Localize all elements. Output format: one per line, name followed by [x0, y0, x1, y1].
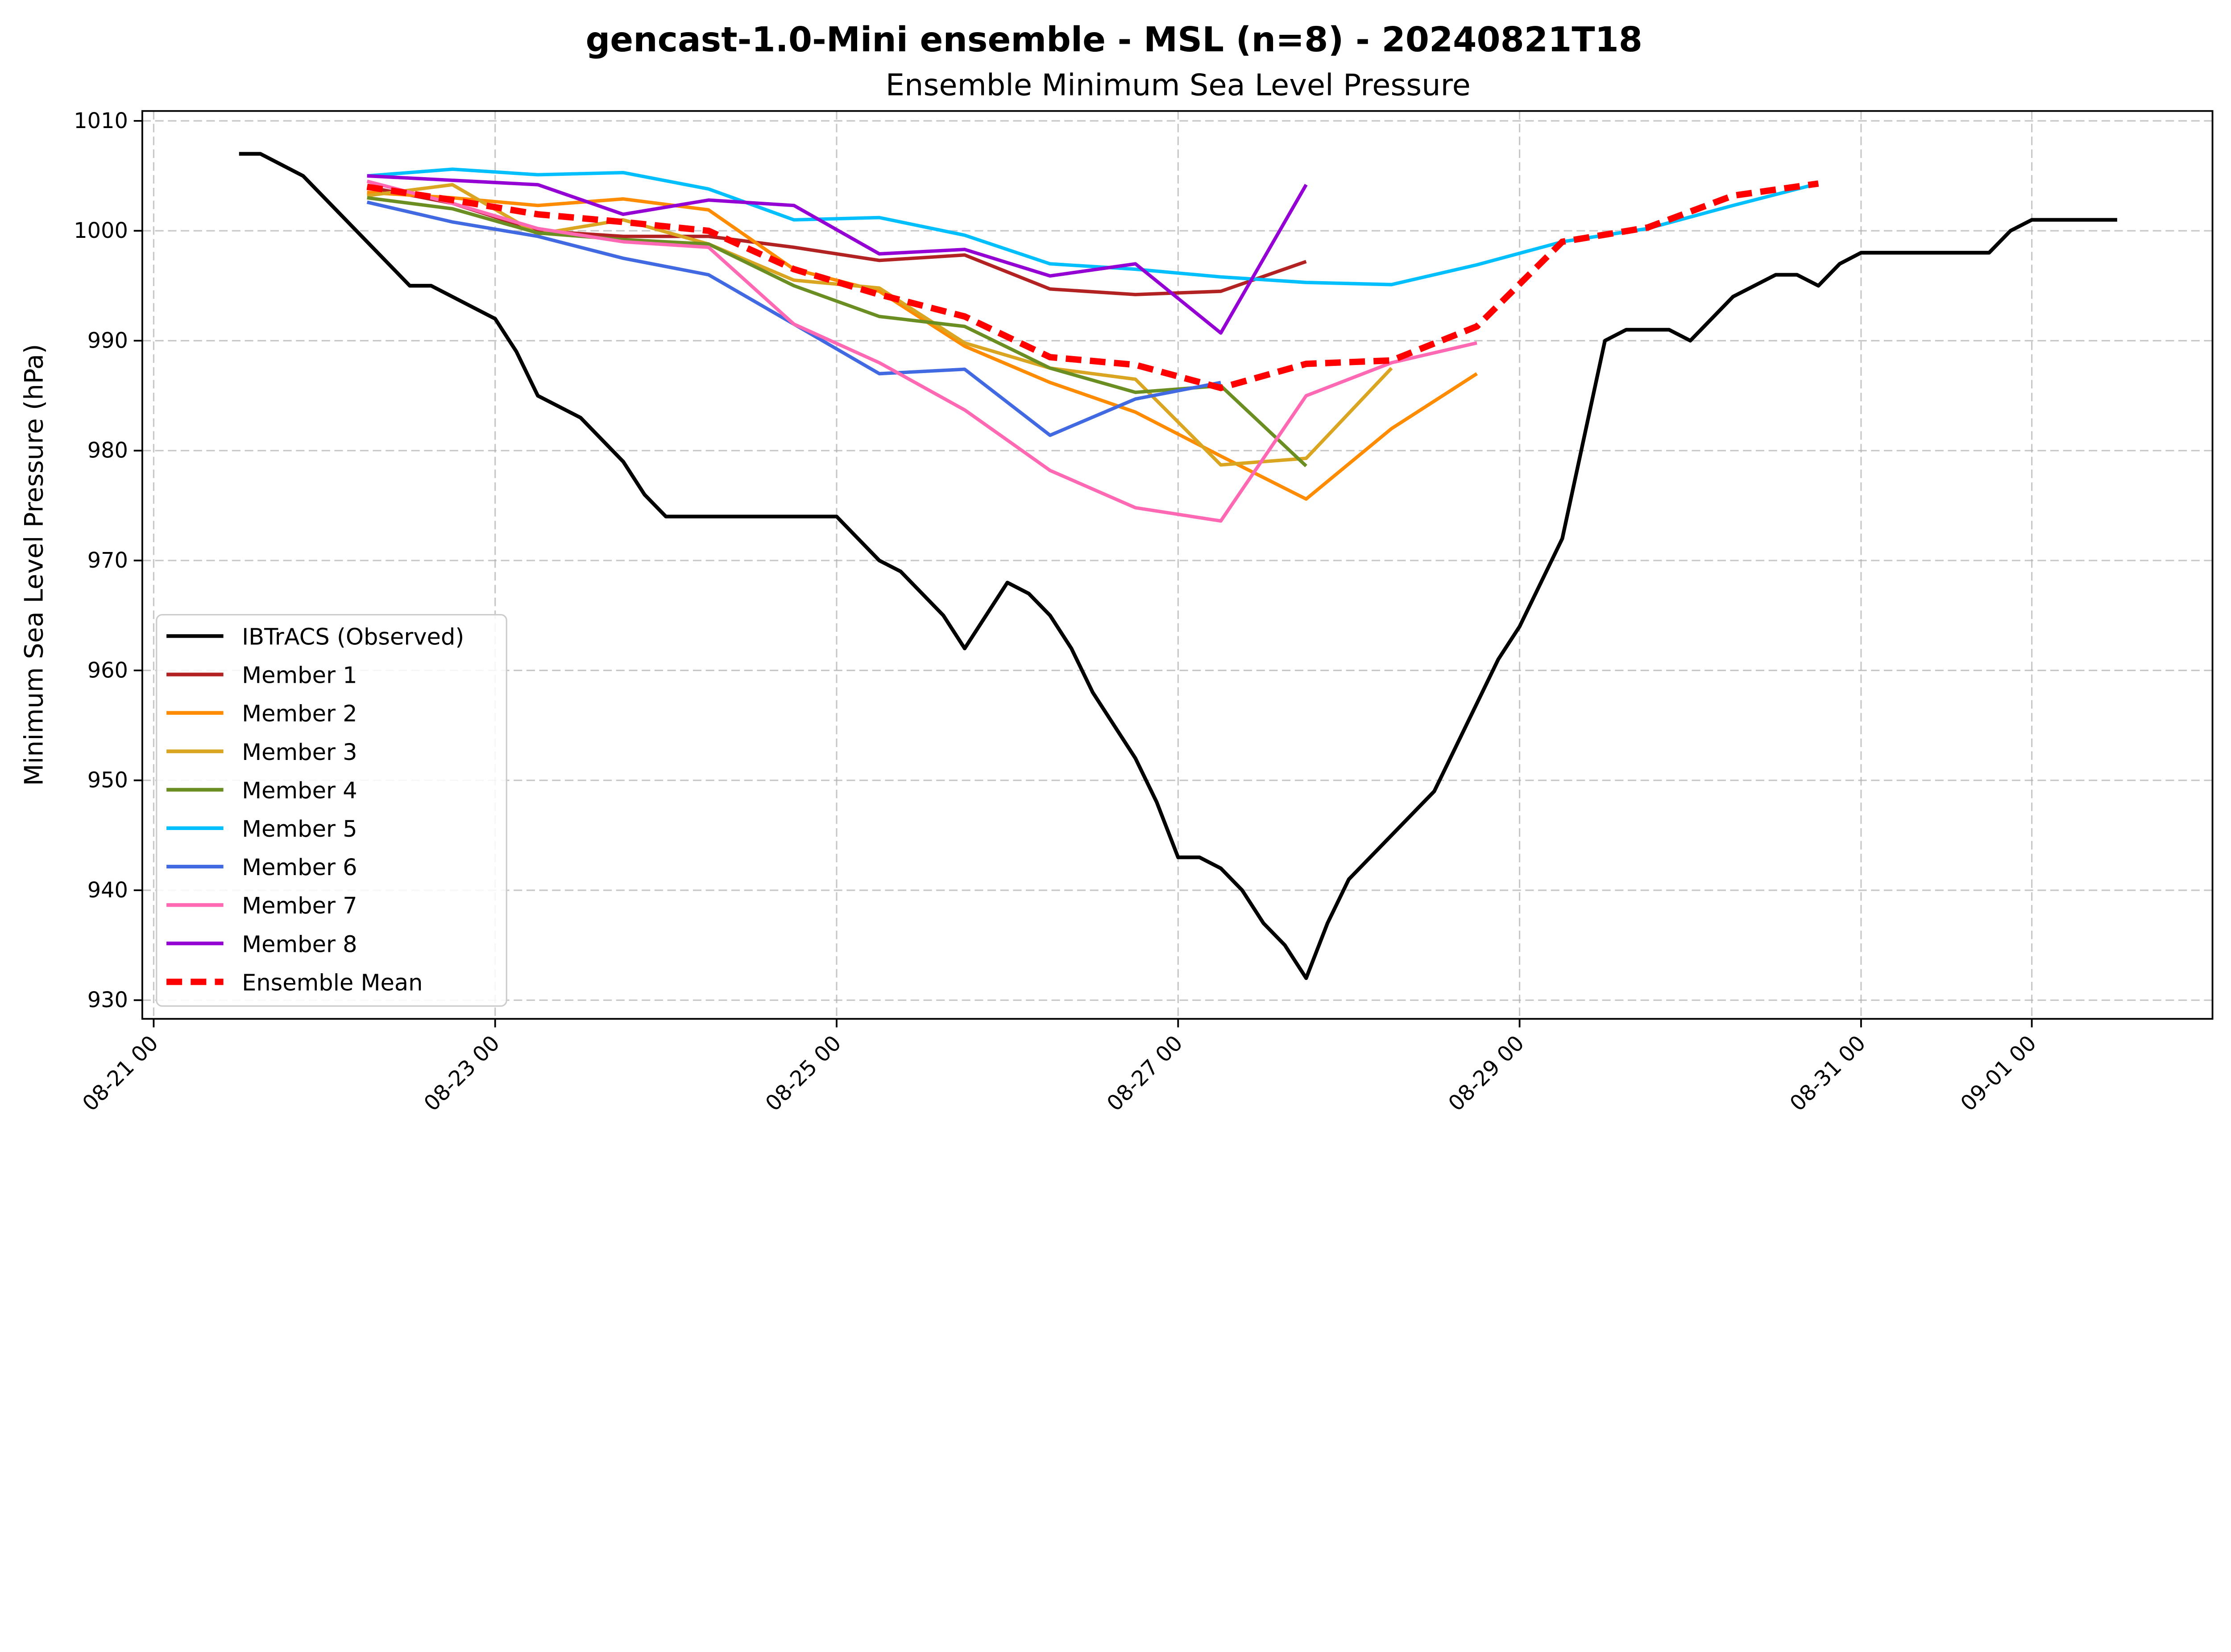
y-tick-label: 970	[87, 548, 128, 573]
x-tick-label: 08-29 00	[1444, 1031, 1529, 1116]
lines	[239, 152, 2117, 980]
legend: IBTrACS (Observed) Member 1 Member 2 Member…	[156, 614, 507, 1007]
member-line-member-4	[367, 196, 1307, 468]
legend-box	[156, 614, 507, 1007]
legend-label: Member 3	[242, 739, 357, 766]
legend-label: Ensemble Mean	[242, 970, 423, 996]
msl-chart: gencast-1.0-Mini ensemble - MSL (n=8) - …	[19, 20, 2214, 1116]
y-tick-label: 980	[87, 439, 128, 463]
y-tick-label: 940	[87, 878, 128, 903]
plot-frame	[141, 110, 2214, 1020]
x-tick-label: 08-31 00	[1785, 1031, 1870, 1116]
y-tick-label: 1000	[74, 219, 128, 243]
y-tick-label: 930	[87, 988, 128, 1013]
chart-title: gencast-1.0-Mini ensemble - MSL (n=8) - …	[586, 20, 1643, 60]
legend-label: Member 5	[242, 816, 357, 843]
y-axis-label: Minimum Sea Level Pressure (hPa)	[19, 344, 49, 786]
y-tick-label: 950	[87, 768, 128, 793]
x-tick-label: 09-01 00	[1956, 1031, 2041, 1116]
member-line-member-7	[366, 179, 1477, 523]
legend-label: Member 7	[242, 893, 357, 919]
x-tick-label: 08-21 00	[78, 1031, 163, 1116]
legend-label: IBTrACS (Observed)	[242, 624, 464, 651]
legend-label: Member 6	[242, 855, 357, 881]
observed-line	[239, 152, 2117, 980]
legend-label: Member 8	[242, 931, 357, 958]
legend-label: Member 1	[242, 663, 357, 689]
member-line-member-2	[367, 191, 1478, 501]
y-tick-label: 1010	[74, 109, 128, 133]
legend-label: Member 2	[242, 701, 357, 727]
legend-label: Member 4	[242, 778, 357, 804]
ensemble-mean-line	[366, 180, 1819, 391]
member-line-member-8	[367, 174, 1308, 335]
y-tick-label: 960	[87, 658, 128, 683]
x-tick-label: 08-27 00	[1103, 1031, 1188, 1116]
chart-subtitle: Ensemble Minimum Sea Level Pressure	[886, 68, 1471, 103]
x-tick-label: 08-23 00	[419, 1031, 505, 1116]
y-tick-label: 990	[87, 328, 128, 353]
x-tick-label: 08-25 00	[761, 1031, 846, 1116]
